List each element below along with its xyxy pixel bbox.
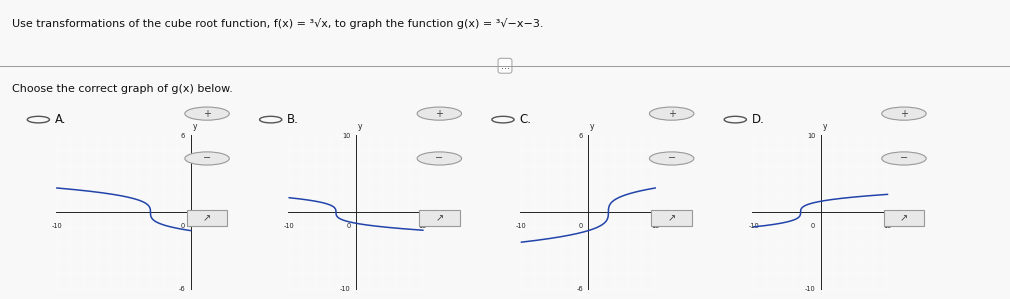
Text: C.: C. (519, 113, 531, 126)
Text: -10: -10 (805, 286, 815, 292)
Text: D.: D. (751, 113, 765, 126)
Text: 10: 10 (884, 223, 892, 229)
Text: 10: 10 (807, 133, 815, 139)
Text: ⊙: ⊙ (666, 107, 678, 120)
Text: ⊙: ⊙ (433, 152, 445, 165)
Text: ⊙: ⊙ (666, 152, 678, 165)
Text: ↗: ↗ (668, 213, 676, 223)
Text: y: y (822, 122, 827, 132)
Text: A.: A. (55, 113, 66, 126)
Text: -6: -6 (179, 286, 185, 292)
Text: □: □ (667, 213, 677, 223)
Text: y: y (358, 122, 363, 132)
Text: y: y (590, 122, 595, 132)
Text: x: x (199, 212, 203, 221)
Text: +: + (203, 109, 211, 119)
Text: ⊙: ⊙ (201, 152, 213, 165)
Text: x: x (664, 212, 668, 221)
Text: x: x (896, 212, 900, 221)
Text: ⊙: ⊙ (433, 107, 445, 120)
Text: -6: -6 (577, 286, 583, 292)
Text: −: − (900, 153, 908, 164)
Text: □: □ (434, 213, 444, 223)
Text: −: − (435, 153, 443, 164)
Text: ⊙: ⊙ (898, 107, 910, 120)
Text: -10: -10 (284, 223, 295, 229)
Text: 6: 6 (579, 133, 583, 139)
Text: -10: -10 (340, 286, 350, 292)
Text: ↗: ↗ (435, 213, 443, 223)
Text: □: □ (899, 213, 909, 223)
Text: −: − (203, 153, 211, 164)
Text: ↗: ↗ (900, 213, 908, 223)
Text: ⊙: ⊙ (898, 152, 910, 165)
Text: B.: B. (287, 113, 299, 126)
Text: +: + (435, 109, 443, 119)
Text: ↗: ↗ (203, 213, 211, 223)
Text: 10: 10 (651, 223, 660, 229)
Text: ...: ... (501, 61, 509, 71)
Text: 10: 10 (342, 133, 350, 139)
Text: x: x (431, 212, 435, 221)
Text: □: □ (202, 213, 212, 223)
Text: -10: -10 (52, 223, 63, 229)
Text: 0: 0 (811, 223, 815, 229)
Text: ⊙: ⊙ (201, 107, 213, 120)
Text: y: y (192, 122, 197, 132)
Text: 0: 0 (181, 223, 185, 229)
Text: -10: -10 (516, 223, 527, 229)
Text: -10: -10 (748, 223, 760, 229)
Text: 0: 0 (579, 223, 583, 229)
Text: 6: 6 (181, 133, 185, 139)
Text: Choose the correct graph of g(x) below.: Choose the correct graph of g(x) below. (12, 84, 233, 94)
Text: Use transformations of the cube root function, f(x) = ³√x, to graph the function: Use transformations of the cube root fun… (12, 18, 543, 29)
Text: +: + (900, 109, 908, 119)
Text: 10: 10 (419, 223, 427, 229)
Text: −: − (668, 153, 676, 164)
Text: +: + (668, 109, 676, 119)
Text: 0: 0 (346, 223, 350, 229)
